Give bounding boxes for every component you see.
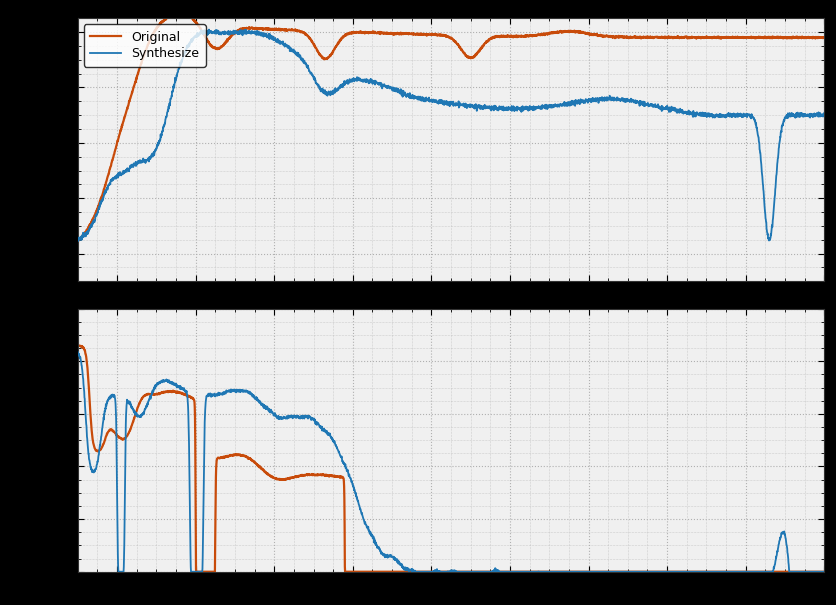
- Legend: Original, Synthesize: Original, Synthesize: [84, 24, 206, 67]
